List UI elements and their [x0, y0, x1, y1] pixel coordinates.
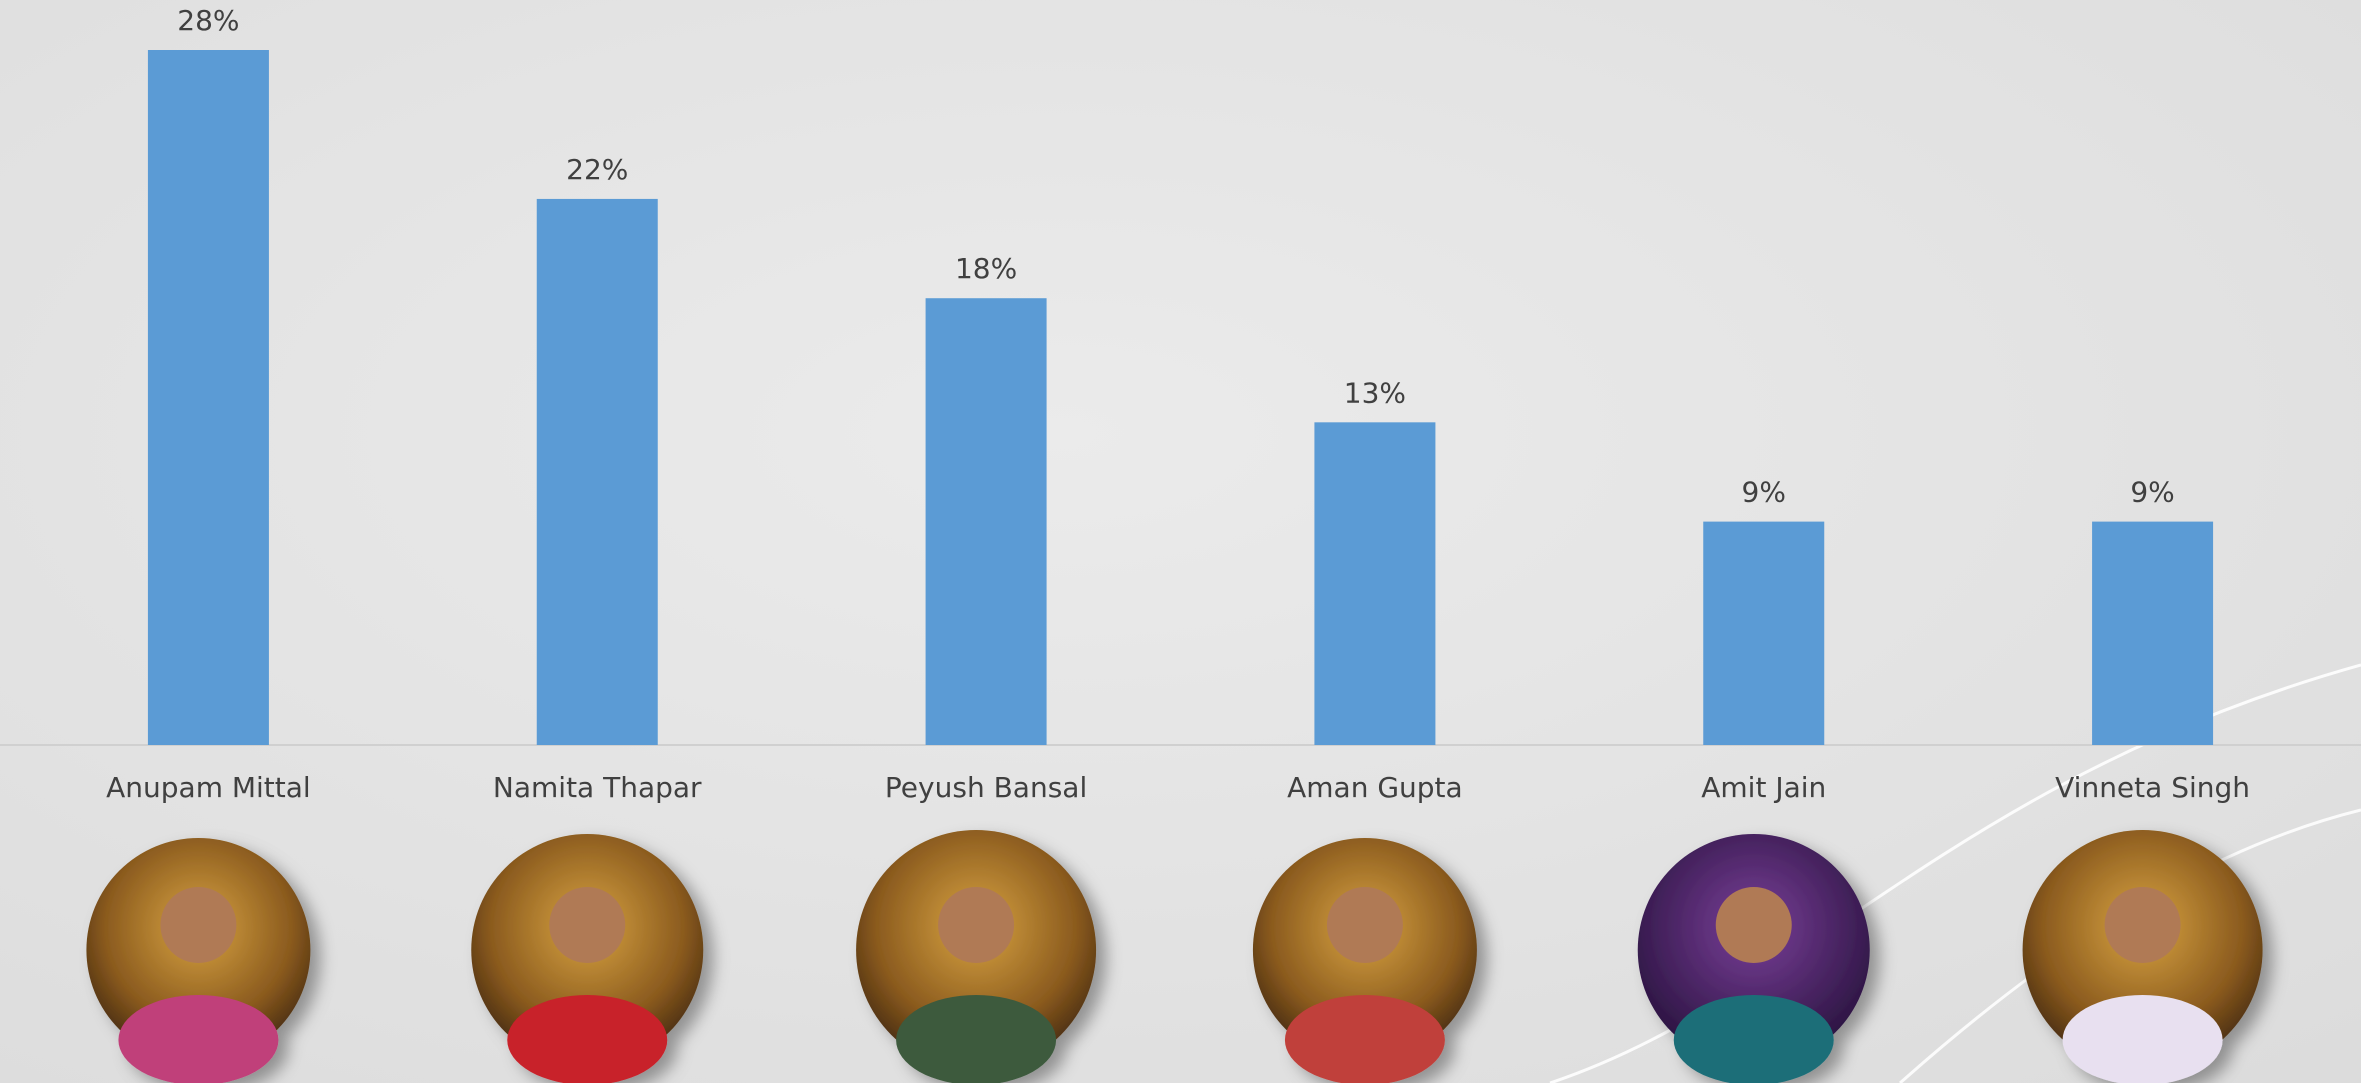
value-label: 28% — [177, 4, 239, 37]
x-tick-label: Vinneta Singh — [2055, 771, 2250, 804]
portrait-head — [1327, 887, 1403, 963]
bar — [2092, 522, 2213, 745]
x-tick-label: Peyush Bansal — [885, 771, 1087, 804]
value-label: 9% — [1742, 476, 1786, 509]
portrait — [1253, 838, 1477, 1083]
portrait-head — [938, 887, 1014, 963]
x-tick-label: Anupam Mittal — [106, 771, 311, 804]
portrait-head — [1716, 887, 1792, 963]
value-label: 18% — [955, 252, 1017, 285]
value-label: 9% — [2130, 476, 2174, 509]
portrait-body — [896, 995, 1056, 1083]
portrait — [86, 838, 310, 1083]
x-tick-label: Amit Jain — [1701, 771, 1826, 804]
portrait-body — [1285, 995, 1445, 1083]
portrait-body — [118, 995, 278, 1083]
portrait-head — [549, 887, 625, 963]
value-label: 22% — [566, 153, 628, 186]
chart: 28% Anupam Mittal 22% Namita Thapar 18% Peyus… — [0, 0, 2361, 1083]
portrait-body — [1674, 995, 1834, 1083]
bar — [926, 298, 1047, 745]
value-label: 13% — [1344, 376, 1406, 409]
bar — [537, 199, 658, 745]
x-tick-label: Namita Thapar — [493, 771, 702, 804]
x-tick-label: Aman Gupta — [1287, 771, 1463, 804]
portrait-body — [507, 995, 667, 1083]
bar — [1314, 422, 1435, 745]
portrait-body — [2063, 995, 2223, 1083]
bar — [1703, 522, 1824, 745]
page: {"chart_data": {"type": "bar", "categori… — [0, 0, 2361, 1083]
portrait-head — [2105, 887, 2181, 963]
bar — [148, 50, 269, 745]
portrait-head — [160, 887, 236, 963]
background — [0, 0, 2361, 1083]
